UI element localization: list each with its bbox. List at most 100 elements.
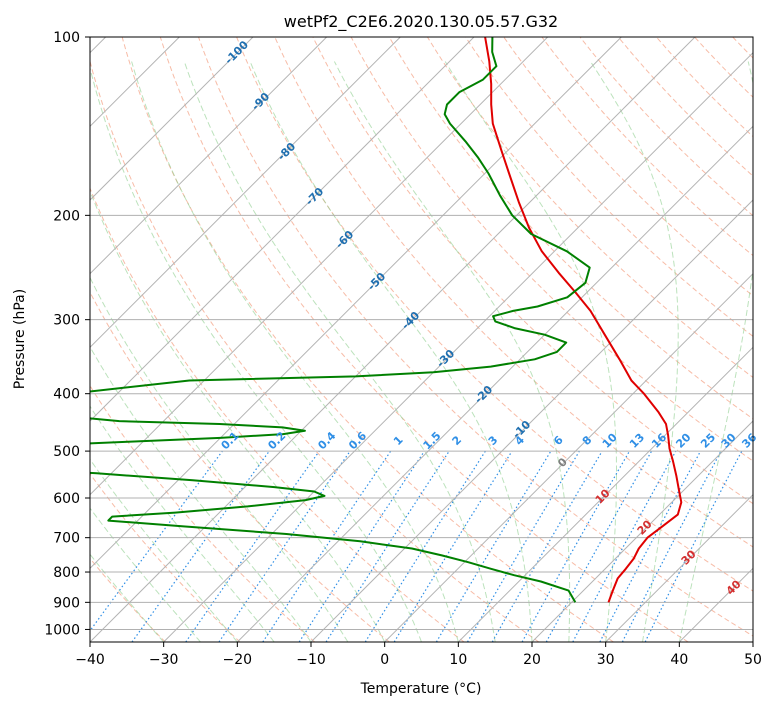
moist-adiabat-label: 0 [555, 455, 570, 470]
mixing-ratio-line [131, 450, 270, 642]
plot-frame [89, 36, 754, 643]
dry-adiabat-line [732, 37, 753, 59]
dry-adiabat-label: -20 [472, 383, 495, 406]
y-tick-label: 400 [53, 387, 80, 403]
dry-adiabat-line [694, 37, 753, 98]
moist-adiabat-line [333, 61, 571, 642]
y-tick-label: 100 [53, 30, 80, 46]
dry-adiabat-line [236, 37, 753, 592]
mixing-ratio-label: 20 [673, 430, 693, 450]
dry-adiabat-line [388, 37, 753, 420]
dry-adiabat-line [274, 37, 753, 548]
dry-adiabat-label: -90 [249, 90, 272, 113]
mixing-ratio-line [185, 450, 320, 642]
dry-adiabat-line [426, 37, 753, 378]
isotherm-line [90, 37, 549, 496]
dry-adiabat-line [771, 37, 775, 642]
x-tick-label: 30 [597, 652, 615, 668]
x-tick-label: 20 [523, 652, 541, 668]
mixing-ratio-label: 30 [719, 430, 739, 450]
mixing-ratio-line [466, 450, 580, 642]
mixing-ratio-label: 0.6 [346, 429, 369, 452]
isotherm-line [90, 37, 696, 642]
dry-adiabat-line [159, 37, 689, 642]
dry-adiabat-line [541, 37, 753, 257]
dry-adiabat-label: -30 [434, 347, 457, 370]
dewpoint-profile [90, 37, 591, 603]
dry-adiabat-line [121, 37, 614, 642]
y-tick-label: 200 [53, 208, 80, 224]
mixing-ratio-line [393, 450, 513, 642]
y-tick-label: 500 [53, 444, 80, 460]
temperature-profile [484, 37, 683, 603]
x-tick-label: 10 [449, 652, 467, 668]
isotherm-line [90, 37, 622, 570]
mixing-ratio-label: 13 [627, 431, 647, 451]
moist-adiabat-line [590, 61, 679, 642]
moist-adiabat-label: 30 [679, 547, 699, 567]
mixing-ratio-label: 36 [739, 430, 759, 450]
x-axis: −40 −30 −20 −10 0 10 20 30 40 50 [75, 642, 762, 668]
isotherm-line [90, 37, 475, 422]
dry-adiabat-line [90, 384, 316, 642]
mixing-ratio-label: 2 [450, 433, 465, 448]
mixing-ratio-label: 0.2 [265, 429, 288, 452]
x-tick-label: −20 [223, 652, 253, 668]
isotherm-line [605, 493, 753, 642]
dry-adiabat-line [350, 37, 753, 462]
mixing-ratio-label: 1.5 [421, 429, 444, 452]
moist-adiabat-line [678, 61, 753, 642]
x-axis-label: Temperature (°C) [360, 681, 482, 697]
mixing-ratio-label: 10 [600, 430, 620, 450]
x-tick-label: 50 [744, 652, 762, 668]
isotherm-line [457, 346, 753, 642]
y-tick-label: 900 [53, 595, 80, 611]
y-tick-label: 600 [53, 491, 80, 507]
x-tick-label: −40 [75, 652, 105, 668]
isotherm-line [384, 272, 753, 642]
dry-adiabat-line [312, 37, 753, 505]
isotherm-line [90, 37, 254, 201]
moist-adiabat-line [183, 61, 496, 642]
mixing-ratio-label: 8 [580, 433, 595, 448]
mixing-ratio-label: 0.1 [219, 429, 242, 452]
mixing-ratio-label: 1 [391, 433, 406, 448]
chart-title: wetPf2_C2E6.2020.130.05.57.G32 [284, 12, 558, 32]
dry-adiabat-line [579, 37, 753, 217]
moist-adiabat-line [90, 189, 386, 642]
mixing-ratio-line [325, 450, 450, 642]
y-tick-label: 800 [53, 565, 80, 581]
moist-adiabat-line [90, 507, 201, 642]
mixing-ratio-label: 6 [551, 433, 566, 448]
moist-adiabat-line [90, 65, 422, 642]
x-tick-label: −10 [296, 652, 326, 668]
mixing-ratio-line [572, 450, 677, 642]
y-axis-label: Pressure (hPa) [12, 289, 28, 389]
moist-adiabat-line [90, 276, 349, 642]
x-tick-label: 40 [670, 652, 688, 668]
moist-adiabat-line [90, 458, 238, 642]
moist-adiabat-line [90, 553, 165, 642]
dry-adiabat-line [90, 291, 390, 642]
isotherm-line [310, 199, 753, 642]
mixing-ratio-line [218, 450, 351, 642]
isotherm-line [752, 641, 753, 642]
mixing-ratio-line [364, 450, 486, 642]
dry-adiabat-label: -80 [275, 140, 298, 163]
isotherm-line [90, 37, 328, 275]
plot-area: -100-90-80-70-60-50-40-30-20-10010203040… [89, 36, 775, 643]
mixing-ratio-line [298, 450, 425, 642]
mixing-ratio-line [491, 450, 603, 642]
mixing-ratio-line [435, 450, 552, 642]
mixing-ratio-label: 3 [486, 433, 501, 448]
moist-adiabat-line [131, 61, 459, 642]
mixing-ratio-line [521, 450, 631, 642]
y-tick-label: 700 [53, 531, 80, 547]
isotherm-line [236, 125, 753, 642]
dry-adiabat-line [90, 59, 540, 642]
dry-adiabat-line [465, 37, 753, 337]
y-tick-label: 300 [53, 313, 80, 329]
x-tick-label: −30 [149, 652, 179, 668]
y-axis: 100 200 300 400 500 600 700 800 900 1000 [44, 30, 90, 638]
